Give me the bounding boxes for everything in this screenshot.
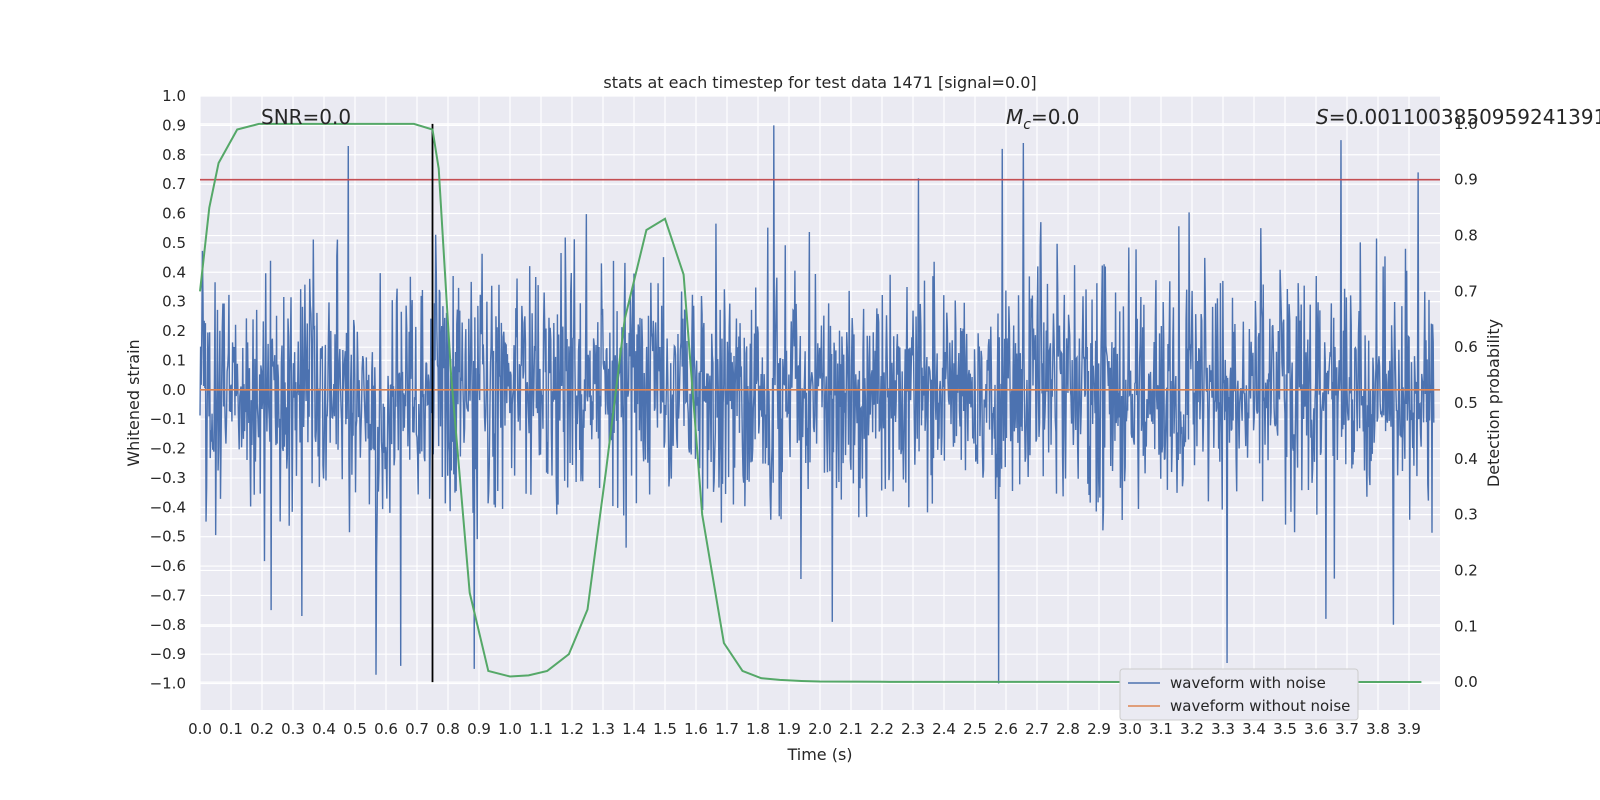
legend-box bbox=[1119, 668, 1359, 721]
y-axis-label: Whitened strain bbox=[124, 339, 143, 466]
y2-tick-label: 0.7 bbox=[1454, 282, 1478, 300]
y-tick-label: 0.5 bbox=[162, 234, 186, 252]
y-axis-ticks: 1.0 0.9 0.8 0.7 0.6 0.5 0.4 0.3 0.2 0.1 0.0 −0.1 −0.… bbox=[150, 87, 186, 693]
y-tick-label: 0.7 bbox=[162, 175, 186, 193]
y-tick-label: −0.8 bbox=[150, 616, 186, 634]
detection-probability-line bbox=[199, 122, 1422, 683]
y-tick-label: −0.3 bbox=[150, 469, 186, 487]
y2-tick-label: 0.2 bbox=[1454, 561, 1478, 579]
x-tick-label: 1.7 bbox=[715, 720, 739, 738]
x-tick-label: 2.3 bbox=[901, 720, 925, 738]
x-tick-label: 2.9 bbox=[1087, 720, 1111, 738]
x-tick-label: 3.9 bbox=[1397, 720, 1421, 738]
x-tick-label: 3.0 bbox=[1118, 720, 1142, 738]
y2-tick-label: 0.0 bbox=[1454, 673, 1478, 691]
x-tick-label: 0.3 bbox=[281, 720, 305, 738]
x-tick-label: 0.5 bbox=[343, 720, 367, 738]
y-tick-label: 0.1 bbox=[162, 351, 186, 369]
x-tick-label: 3.4 bbox=[1242, 720, 1266, 738]
x-axis-label: Time (s) bbox=[786, 745, 852, 764]
s-annotation: S=0.0011003850959241391 bbox=[1316, 105, 1600, 129]
y-tick-label: 0.2 bbox=[162, 322, 186, 340]
chirp-mass-subscript: c bbox=[1023, 117, 1031, 133]
y2-tick-label: 0.3 bbox=[1454, 506, 1478, 524]
x-tick-label: 1.3 bbox=[591, 720, 615, 738]
legend-label-clean: waveform without noise bbox=[1170, 697, 1350, 715]
x-tick-label: 1.0 bbox=[498, 720, 522, 738]
x-tick-label: 3.2 bbox=[1180, 720, 1204, 738]
y2-tick-label: 0.9 bbox=[1454, 171, 1478, 189]
y-tick-label: 1.0 bbox=[162, 87, 186, 105]
x-tick-label: 0.4 bbox=[312, 720, 336, 738]
y2-axis-label: Detection probability bbox=[1484, 319, 1503, 487]
x-tick-label: 1.2 bbox=[560, 720, 584, 738]
overlay-lines bbox=[199, 122, 1440, 683]
y-tick-label: 0.6 bbox=[162, 205, 186, 223]
x-tick-label: 1.9 bbox=[777, 720, 801, 738]
x-tick-label: 2.5 bbox=[963, 720, 987, 738]
chirp-mass-symbol: M bbox=[1006, 105, 1023, 129]
x-tick-label: 2.6 bbox=[994, 720, 1018, 738]
y-tick-label: −1.0 bbox=[150, 675, 186, 693]
y-tick-label: −0.9 bbox=[150, 645, 186, 663]
y-tick-label: −0.4 bbox=[150, 498, 186, 516]
y2-tick-label: 0.8 bbox=[1454, 227, 1478, 245]
x-tick-label: 1.6 bbox=[684, 720, 708, 738]
x-tick-label: 1.4 bbox=[622, 720, 646, 738]
s-value: =0.0011003850959241391 bbox=[1329, 105, 1600, 129]
x-tick-label: 3.6 bbox=[1304, 720, 1328, 738]
x-tick-label: 0.6 bbox=[374, 720, 398, 738]
chirp-mass-value: =0.0 bbox=[1031, 105, 1080, 129]
y-tick-label: 0.0 bbox=[162, 381, 186, 399]
x-tick-label: 0.0 bbox=[188, 720, 212, 738]
y-tick-label: 0.4 bbox=[162, 263, 186, 281]
chart-title: stats at each timestep for test data 147… bbox=[603, 73, 1036, 92]
x-tick-label: 3.7 bbox=[1335, 720, 1359, 738]
x-tick-label: 2.4 bbox=[932, 720, 956, 738]
y-tick-label: 0.9 bbox=[162, 116, 186, 134]
y-tick-label: 0.8 bbox=[162, 146, 186, 164]
x-tick-label: 2.7 bbox=[1025, 720, 1049, 738]
x-tick-label: 1.1 bbox=[529, 720, 553, 738]
s-symbol: S bbox=[1316, 105, 1329, 129]
y-tick-label: −0.6 bbox=[150, 557, 186, 575]
legend-label-noisy: waveform with noise bbox=[1170, 674, 1326, 692]
x-tick-label: 3.3 bbox=[1211, 720, 1235, 738]
x-tick-label: 2.0 bbox=[808, 720, 832, 738]
x-tick-label: 2.8 bbox=[1056, 720, 1080, 738]
x-tick-label: 0.7 bbox=[405, 720, 429, 738]
x-tick-label: 1.8 bbox=[746, 720, 770, 738]
legend: waveform with noise waveform without noi… bbox=[1119, 668, 1359, 721]
x-tick-label: 0.9 bbox=[467, 720, 491, 738]
y-tick-label: −0.1 bbox=[150, 410, 186, 428]
x-tick-label: 3.5 bbox=[1273, 720, 1297, 738]
x-tick-label: 0.2 bbox=[250, 720, 274, 738]
y2-tick-label: 1.0 bbox=[1454, 115, 1478, 133]
chirp-mass-annotation: Mc=0.0 bbox=[1006, 105, 1080, 133]
x-tick-label: 3.8 bbox=[1366, 720, 1390, 738]
y2-tick-label: 0.4 bbox=[1454, 450, 1478, 468]
x-tick-label: 0.8 bbox=[436, 720, 460, 738]
x-tick-label: 2.2 bbox=[870, 720, 894, 738]
y-tick-label: −0.5 bbox=[150, 528, 186, 546]
x-tick-label: 2.1 bbox=[839, 720, 863, 738]
x-axis-ticks: 0.0 0.1 0.2 0.3 0.4 0.5 0.6 0.7 0.8 0.9 1.0 1.1 1.2 1… bbox=[188, 720, 1421, 738]
y-tick-label: −0.2 bbox=[150, 440, 186, 458]
x-tick-label: 3.1 bbox=[1149, 720, 1173, 738]
y2-tick-label: 0.1 bbox=[1454, 617, 1478, 635]
y2-tick-label: 0.5 bbox=[1454, 394, 1478, 412]
snr-annotation: SNR=0.0 bbox=[261, 105, 351, 129]
y2-axis-ticks: 1.0 0.9 0.8 0.7 0.6 0.5 0.4 0.3 0.2 0.1 0.0 bbox=[1454, 115, 1478, 691]
y2-tick-label: 0.6 bbox=[1454, 338, 1478, 356]
x-tick-label: 0.1 bbox=[219, 720, 243, 738]
y-tick-label: 0.3 bbox=[162, 293, 186, 311]
x-tick-label: 1.5 bbox=[653, 720, 677, 738]
y-tick-label: −0.7 bbox=[150, 586, 186, 604]
